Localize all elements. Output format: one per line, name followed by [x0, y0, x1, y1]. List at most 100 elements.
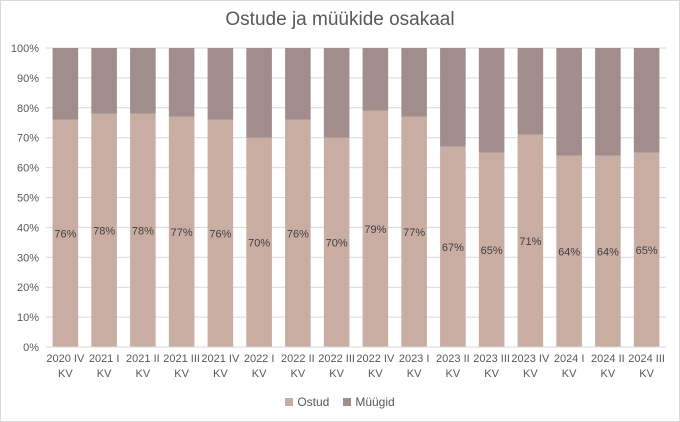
bar-ostud: [633, 152, 660, 347]
x-tick-label: 2021 III: [163, 353, 200, 365]
y-tick-label: 100%: [11, 43, 39, 55]
legend-entry: Ostud: [285, 395, 329, 409]
legend-label: Müügid: [355, 395, 395, 409]
chart-legend: Ostud Müügid: [1, 395, 679, 409]
x-tick-label: 2021 IV: [201, 353, 240, 365]
x-tick-label: 2022 IV: [356, 353, 395, 365]
x-tick-label: KV: [58, 368, 73, 380]
bar-myygid: [130, 48, 156, 114]
data-label: 77%: [171, 227, 193, 239]
x-tick-label: KV: [174, 368, 189, 380]
x-tick-label: 2024 I: [554, 353, 585, 365]
x-tick-label: KV: [368, 368, 383, 380]
data-label: 65%: [636, 245, 658, 257]
bar-ostud: [440, 146, 466, 347]
bar-myygid: [478, 48, 505, 153]
data-label: 76%: [287, 228, 309, 240]
x-tick-label: KV: [639, 368, 654, 380]
bar-ostud: [595, 155, 621, 347]
y-tick-label: 10%: [17, 312, 39, 324]
bar-ostud: [246, 137, 272, 347]
data-label: 78%: [132, 225, 154, 237]
y-tick-label: 90%: [17, 73, 39, 85]
data-label: 70%: [248, 237, 270, 249]
x-tick-label: KV: [523, 368, 538, 380]
x-tick-label: KV: [446, 368, 461, 380]
x-tick-label: KV: [601, 368, 616, 380]
x-tick-label: 2020 IV: [46, 353, 85, 365]
x-tick-label: 2024 II: [591, 353, 625, 365]
bar-myygid: [362, 48, 389, 111]
x-tick-label: KV: [252, 368, 267, 380]
x-tick-label: KV: [291, 368, 306, 380]
x-tick-label: KV: [97, 368, 112, 380]
bar-myygid: [595, 48, 621, 156]
x-tick-label: KV: [329, 368, 344, 380]
chart-title: Ostude ja müükide osakaal: [225, 9, 455, 30]
bar-myygid: [517, 48, 544, 135]
bar-ostud: [52, 119, 79, 347]
x-tick-label: KV: [213, 368, 228, 380]
x-tick-label: 2021 I: [89, 353, 120, 365]
x-tick-label: 2023 III: [473, 353, 510, 365]
x-tick-label: 2021 II: [126, 353, 160, 365]
data-label: 76%: [54, 228, 76, 240]
data-label: 78%: [93, 225, 115, 237]
bar-ostud: [285, 119, 311, 347]
bar-myygid: [401, 48, 427, 117]
y-tick-label: 20%: [17, 282, 39, 294]
x-tick-label: 2024 III: [628, 353, 665, 365]
data-label: 67%: [442, 242, 464, 254]
bar-myygid: [246, 48, 272, 138]
legend-swatch: [343, 398, 352, 406]
legend-swatch: [285, 398, 294, 406]
data-label: 64%: [558, 246, 580, 258]
data-label: 65%: [481, 245, 503, 257]
bar-ostud: [401, 116, 427, 348]
legend-entry: Müügid: [343, 395, 395, 409]
y-tick-label: 60%: [17, 163, 39, 175]
y-tick-label: 70%: [17, 133, 39, 145]
y-tick-label: 40%: [17, 222, 39, 234]
data-label: 79%: [364, 224, 386, 236]
bar-myygid: [285, 48, 311, 120]
x-tick-label: 2023 II: [436, 353, 470, 365]
bar-myygid: [91, 48, 117, 114]
legend-label: Ostud: [297, 395, 330, 409]
bar-myygid: [556, 48, 582, 156]
x-tick-label: 2022 III: [318, 353, 355, 365]
bar-ostud: [478, 152, 505, 347]
bar-myygid: [207, 48, 234, 120]
x-tick-label: KV: [484, 368, 499, 380]
data-label: 76%: [209, 228, 231, 240]
bar-ostud: [556, 155, 582, 347]
bar-myygid: [52, 48, 79, 120]
y-tick-label: 50%: [17, 193, 39, 205]
x-tick-label: KV: [136, 368, 151, 380]
data-label: 70%: [326, 237, 348, 249]
bar-myygid: [440, 48, 466, 147]
bar-ostud: [91, 113, 117, 347]
x-tick-label: KV: [407, 368, 422, 380]
bar-myygid: [323, 48, 350, 138]
x-tick-label: 2022 I: [244, 353, 275, 365]
y-tick-label: 0%: [23, 342, 39, 354]
y-tick-label: 30%: [17, 252, 39, 264]
data-label: 77%: [403, 227, 425, 239]
x-tick-label: 2023 IV: [511, 353, 550, 365]
bar-ostud: [207, 119, 234, 347]
bar-ostud: [323, 137, 350, 347]
y-tick-label: 80%: [17, 103, 39, 115]
x-tick-label: 2022 II: [281, 353, 315, 365]
bar-ostud: [130, 113, 156, 347]
bar-ostud: [362, 110, 389, 347]
data-label: 64%: [597, 246, 619, 258]
bar-myygid: [633, 48, 660, 153]
bar-ostud: [168, 116, 195, 348]
x-tick-label: KV: [562, 368, 577, 380]
data-label: 71%: [519, 236, 541, 248]
x-tick-label: 2023 I: [399, 353, 430, 365]
bar-myygid: [168, 48, 195, 117]
